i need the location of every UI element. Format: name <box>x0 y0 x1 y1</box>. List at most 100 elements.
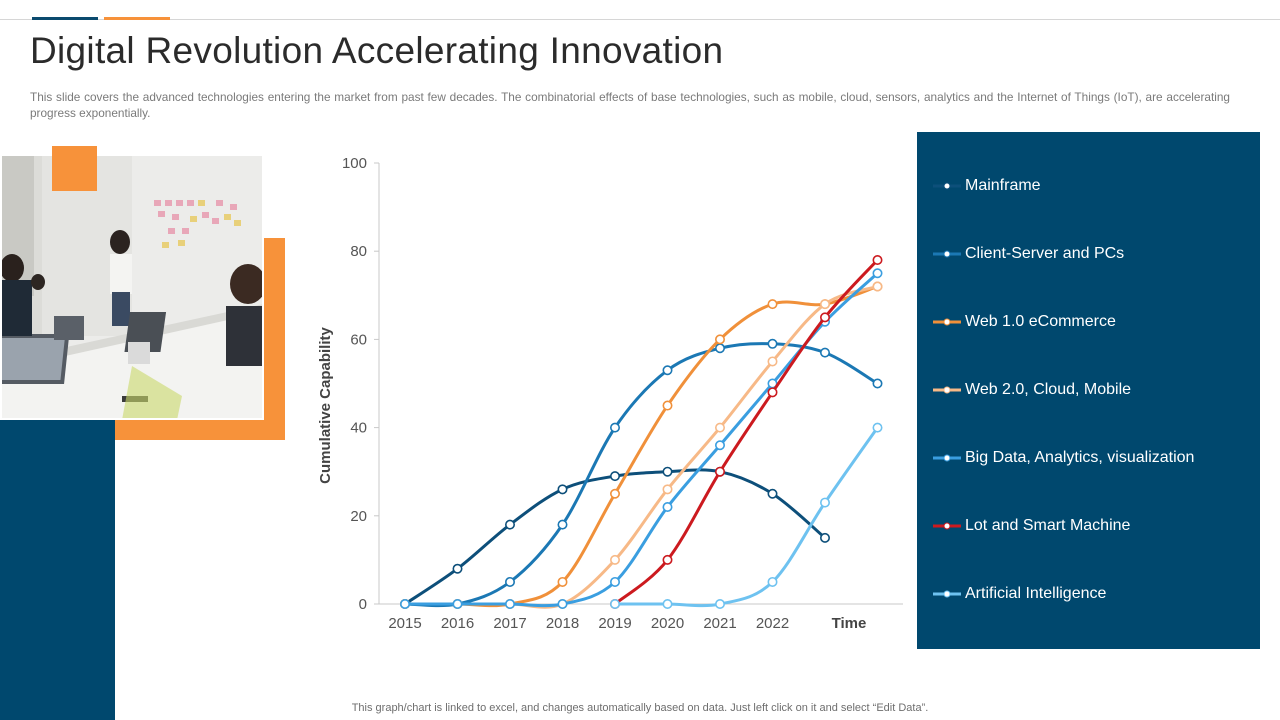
data-point <box>872 281 883 292</box>
data-point <box>714 334 725 345</box>
data-point <box>714 422 725 433</box>
legend-label: Lot and Smart Machine <box>965 517 1131 534</box>
series-web-2-0-cloud-mobile <box>400 281 883 609</box>
data-point <box>609 471 620 482</box>
legend-item-web-2-0-cloud-mobile: Web 2.0, Cloud, Mobile <box>931 379 1131 401</box>
data-point <box>609 488 620 499</box>
legend-label: Web 1.0 eCommerce <box>965 313 1116 330</box>
x-tick-label: 2021 <box>703 615 736 632</box>
series-line <box>403 342 879 608</box>
data-point <box>714 343 725 354</box>
capability-line-chart: 0 20 40 60 80 100 2015 2016 2017 2018 2019 2020 2021… <box>317 155 903 632</box>
legend-item-artificial-intelligence: Artificial Intelligence <box>931 583 1106 605</box>
data-point <box>609 576 620 587</box>
data-point <box>662 598 673 609</box>
series-client-server-and-pcs <box>400 338 883 609</box>
data-point <box>819 532 830 543</box>
y-tick-label: 40 <box>350 420 367 437</box>
legend-label: Artificial Intelligence <box>965 585 1107 602</box>
x-tick-label: 2016 <box>441 615 474 632</box>
x-tick-label: 2022 <box>756 615 789 632</box>
legend-item-web-1-0-ecommerce: Web 1.0 eCommerce <box>931 311 1116 333</box>
data-point <box>819 299 830 310</box>
data-point <box>609 598 620 609</box>
legend-label: Client-Server and PCs <box>965 245 1125 262</box>
data-point <box>662 365 673 376</box>
x-axis-title: Time <box>832 615 867 632</box>
office-meeting-photo <box>0 154 264 420</box>
data-point <box>714 598 725 609</box>
data-point <box>714 466 725 477</box>
legend-item-mainframe: Mainframe <box>931 175 1041 197</box>
legend-swatch-icon <box>933 318 961 326</box>
data-point <box>872 268 883 279</box>
legend-swatch-icon <box>933 590 961 598</box>
legend-swatch-icon <box>933 386 961 394</box>
legend-item-client-server-and-pcs: Client-Server and PCs <box>931 243 1124 265</box>
data-point <box>505 576 516 587</box>
x-tick-label: 2019 <box>598 615 631 632</box>
accent-bar-navy <box>32 17 98 20</box>
data-point <box>662 554 673 565</box>
legend-label: Mainframe <box>965 177 1041 194</box>
data-point <box>609 422 620 433</box>
y-tick-label: 0 <box>359 596 367 613</box>
series-mainframe <box>400 466 830 609</box>
navy-decor-block <box>0 418 115 720</box>
data-point <box>819 347 830 358</box>
data-point <box>452 598 463 609</box>
orange-decor-square <box>52 146 97 191</box>
series-line <box>403 284 879 608</box>
data-point <box>505 598 516 609</box>
data-point <box>767 576 778 587</box>
data-point <box>557 598 568 609</box>
legend-label: Web 2.0, Cloud, Mobile <box>965 381 1132 398</box>
slide-description: This slide covers the advanced technolog… <box>30 90 1230 120</box>
legend-item-lot-and-smart-machine: Lot and Smart Machine <box>931 515 1130 537</box>
data-point <box>767 299 778 310</box>
page-title: Digital Revolution Accelerating Innovati… <box>30 30 724 71</box>
y-tick-label: 60 <box>350 331 367 348</box>
data-point <box>400 598 411 609</box>
x-tick-label: 2017 <box>493 615 526 632</box>
chart-legend-panel: Mainframe Client-Server and PCs Web 1.0 eC… <box>917 132 1260 649</box>
data-point <box>767 338 778 349</box>
y-tick-label: 80 <box>350 243 367 260</box>
top-divider-line <box>0 19 1280 20</box>
footer-note: This graph/chart is linked to excel, and… <box>351 702 929 714</box>
data-point <box>557 484 568 495</box>
data-point <box>505 519 516 530</box>
data-point <box>662 400 673 411</box>
data-point <box>767 387 778 398</box>
accent-bar-orange <box>104 17 170 20</box>
y-tick-label: 20 <box>350 508 367 525</box>
series-web-1-0-ecommerce <box>400 281 883 609</box>
series-line <box>613 426 879 608</box>
data-point <box>452 563 463 574</box>
legend-label: Big Data, Analytics, visualization <box>965 449 1195 466</box>
legend-item-big-data-analytics-visualization: Big Data, Analytics, visualization <box>931 447 1194 469</box>
series-line <box>613 258 879 606</box>
data-point <box>557 519 568 530</box>
data-point <box>662 466 673 477</box>
legend-swatch-icon <box>933 454 961 462</box>
data-point <box>872 255 883 266</box>
data-point <box>662 501 673 512</box>
y-axis-title: Cumulative Capability <box>317 326 334 483</box>
legend-swatch-icon <box>933 522 961 530</box>
x-tick-label: 2020 <box>651 615 684 632</box>
data-point <box>819 497 830 508</box>
data-point <box>872 378 883 389</box>
data-point <box>714 440 725 451</box>
y-tick-label: 100 <box>342 155 367 172</box>
data-point <box>819 312 830 323</box>
x-tick-label: 2018 <box>546 615 579 632</box>
data-point <box>609 554 620 565</box>
x-tick-label: 2015 <box>388 615 421 632</box>
data-point <box>557 576 568 587</box>
legend-swatch-icon <box>933 182 961 190</box>
data-point <box>767 488 778 499</box>
data-point <box>872 422 883 433</box>
data-point <box>767 356 778 367</box>
series-artificial-intelligence <box>609 422 883 609</box>
